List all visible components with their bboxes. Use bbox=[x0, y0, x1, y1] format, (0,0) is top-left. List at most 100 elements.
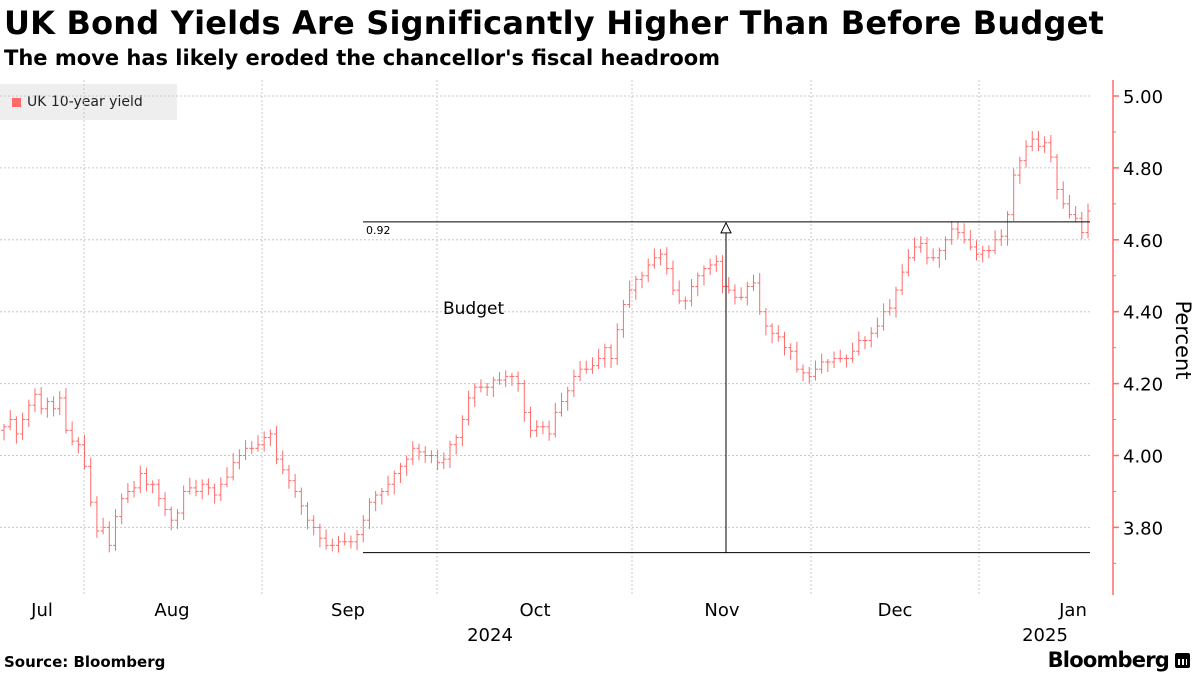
x-year-label: 2024 bbox=[467, 625, 513, 646]
ohlc-bar bbox=[658, 248, 664, 266]
ohlc-bar bbox=[1004, 211, 1010, 246]
ohlc-bar bbox=[143, 467, 149, 492]
ohlc-bar bbox=[583, 360, 589, 374]
ohlc-bar bbox=[620, 299, 626, 338]
ohlc-bar bbox=[608, 344, 614, 369]
ohlc-bar bbox=[199, 479, 205, 500]
x-tick-label: Dec bbox=[878, 600, 913, 621]
ohlc-bar bbox=[137, 465, 143, 494]
ohlc-bar bbox=[837, 349, 843, 363]
ohlc-bar bbox=[416, 443, 422, 461]
ohlc-bar bbox=[459, 415, 465, 447]
ohlc-bar bbox=[20, 412, 26, 440]
ohlc-bar bbox=[775, 325, 781, 342]
ohlc-bar bbox=[732, 284, 738, 305]
ohlc-bar bbox=[893, 286, 899, 318]
ohlc-bar bbox=[478, 379, 484, 393]
ohlc-bar bbox=[286, 464, 292, 489]
chart-subtitle: The move has likely eroded the chancello… bbox=[4, 46, 721, 70]
ohlc-bar bbox=[348, 535, 354, 549]
x-tick-label: Oct bbox=[519, 600, 550, 621]
ohlc-bar bbox=[645, 258, 651, 283]
ohlc-bar bbox=[391, 470, 397, 495]
ohlc-bar bbox=[528, 406, 534, 438]
x-tick-label: Nov bbox=[704, 600, 739, 621]
ohlc-bar bbox=[695, 272, 701, 297]
ohlc-bar bbox=[112, 509, 118, 551]
ohlc-bar bbox=[881, 303, 887, 331]
ohlc-bar bbox=[701, 265, 707, 286]
ohlc-bar bbox=[924, 237, 930, 265]
ohlc-bar bbox=[181, 485, 187, 521]
bloomberg-chart-icon bbox=[1175, 652, 1190, 668]
ohlc-bar bbox=[366, 498, 372, 530]
ohlc-bar bbox=[812, 360, 818, 381]
ohlc-bar bbox=[998, 229, 1004, 246]
ohlc-bar bbox=[7, 410, 13, 431]
ohlc-bar bbox=[125, 483, 131, 504]
x-tick-label: Aug bbox=[154, 600, 189, 621]
ohlc-bar bbox=[769, 323, 775, 344]
ohlc-bar bbox=[224, 467, 230, 488]
range-label: 0.92 bbox=[366, 224, 391, 237]
ohlc-bar bbox=[509, 372, 515, 386]
ohlc-bar bbox=[670, 260, 676, 296]
ohlc-bar bbox=[63, 388, 69, 434]
ohlc-bar bbox=[162, 492, 168, 516]
ohlc-bar bbox=[633, 275, 639, 300]
ohlc-bar bbox=[1042, 136, 1048, 153]
ohlc-bar bbox=[1066, 194, 1072, 219]
ohlc-bar bbox=[261, 431, 267, 452]
ohlc-bar bbox=[360, 515, 366, 543]
ohlc-bar bbox=[862, 336, 868, 350]
ohlc-bar bbox=[1, 423, 7, 441]
ohlc-bar bbox=[267, 429, 273, 447]
y-tick-label: 4.80 bbox=[1123, 159, 1163, 180]
legend-swatch bbox=[12, 97, 21, 107]
ohlc-bar bbox=[961, 223, 967, 244]
ohlc-bar bbox=[912, 237, 918, 262]
ohlc-bar bbox=[1048, 135, 1054, 163]
ohlc-bar bbox=[57, 391, 63, 415]
ohlc-bar bbox=[850, 342, 856, 363]
ohlc-bar bbox=[1085, 203, 1091, 239]
ohlc-bar bbox=[651, 248, 657, 269]
ohlc-bar bbox=[521, 380, 527, 422]
ohlc-bar bbox=[236, 449, 242, 470]
ohlc-bar bbox=[713, 255, 719, 272]
ohlc-bar bbox=[614, 323, 620, 365]
ohlc-bar bbox=[1079, 211, 1085, 240]
ohlc-bar bbox=[255, 435, 261, 452]
ohlc-bar bbox=[335, 535, 341, 553]
ohlc-bar bbox=[943, 236, 949, 261]
ohlc-bar bbox=[565, 386, 571, 411]
ohlc-bar bbox=[980, 245, 986, 263]
ohlc-bar bbox=[156, 479, 162, 507]
ohlc-bar bbox=[205, 478, 211, 495]
ohlc-bar bbox=[868, 327, 874, 348]
ohlc-bar bbox=[887, 299, 893, 316]
ohlc-bar bbox=[100, 517, 106, 535]
ohlc-bar bbox=[484, 382, 490, 396]
annotations: 0.92 Budget bbox=[363, 221, 1090, 554]
ohlc-bar bbox=[905, 248, 911, 277]
ohlc-bar bbox=[305, 502, 311, 530]
gridlines bbox=[0, 80, 1090, 595]
ohlc-bar bbox=[106, 521, 112, 553]
ohlc-bar bbox=[404, 455, 410, 476]
ohlc-bar bbox=[298, 487, 304, 515]
ohlc-bar bbox=[831, 351, 837, 369]
ohlc-bar bbox=[497, 371, 503, 385]
budget-label: Budget bbox=[443, 299, 504, 319]
ohlc-bar bbox=[385, 475, 391, 496]
x-year-label: 2025 bbox=[1022, 625, 1068, 646]
axes: Jul Aug Sep Oct Nov Dec Jan 2024 2025 3.80 4.00 4.2… bbox=[30, 80, 1195, 646]
ohlc-bar bbox=[94, 496, 100, 538]
ohlc-bar bbox=[589, 357, 595, 374]
ohlc-bar bbox=[757, 273, 763, 315]
ohlc-bar bbox=[1035, 130, 1041, 152]
ohlc-bar bbox=[639, 271, 645, 289]
ohlc-bar bbox=[490, 376, 496, 397]
ohlc-bar bbox=[974, 240, 980, 261]
brand-text: Bloomberg bbox=[1047, 648, 1170, 672]
